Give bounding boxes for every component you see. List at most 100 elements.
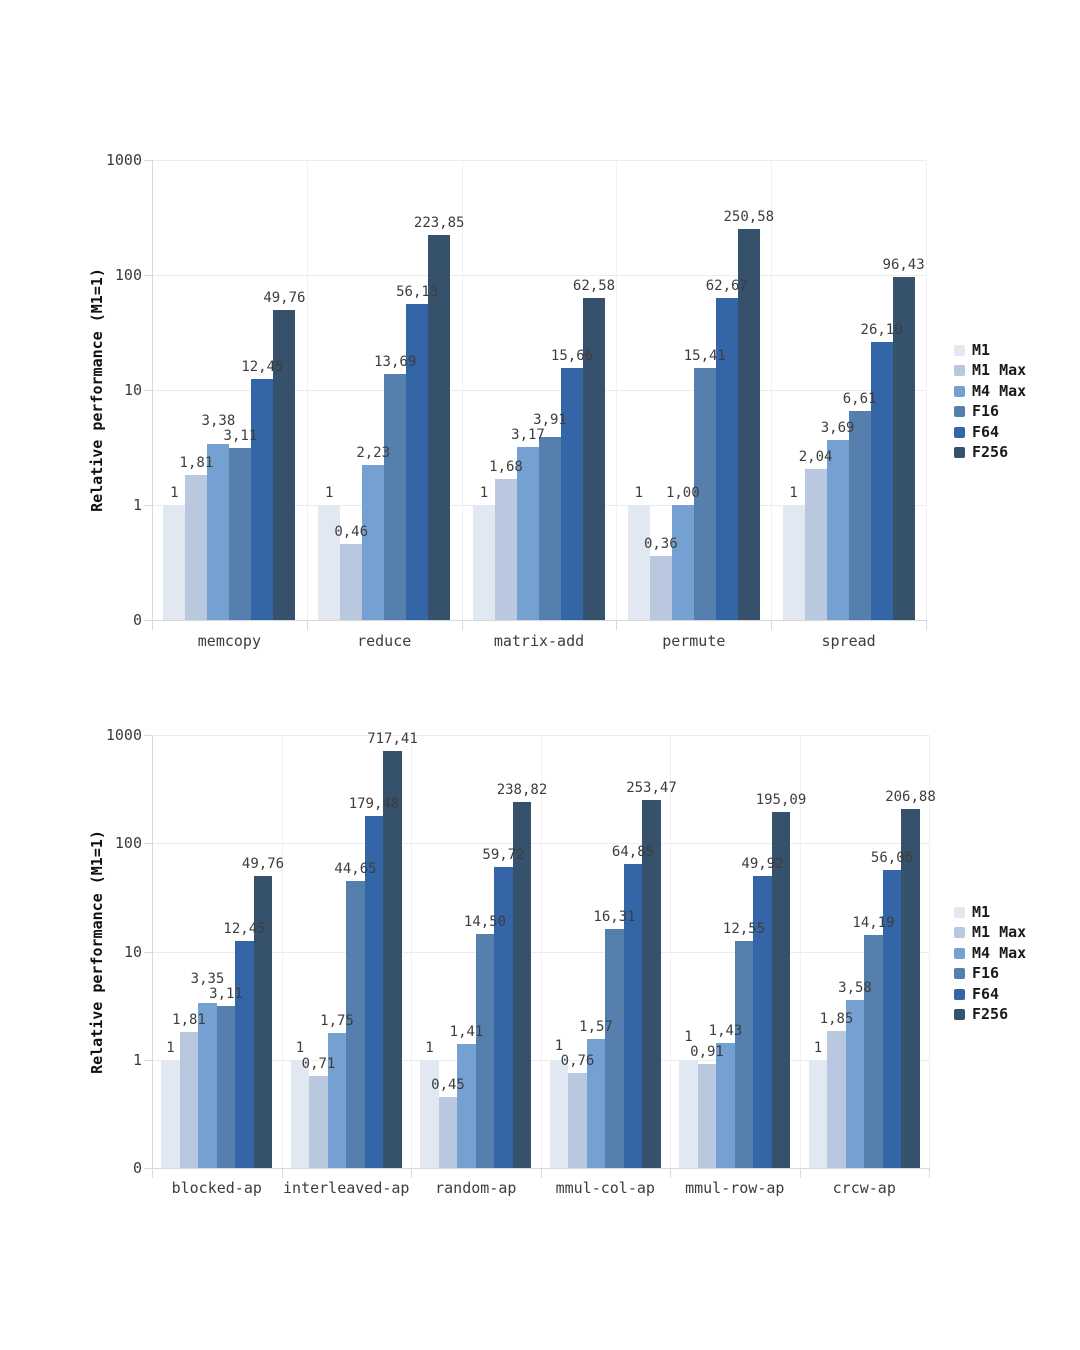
bar-f256-matrix-add — [583, 298, 605, 620]
legend-label: F256 — [972, 443, 1009, 461]
value-label: 1,57 — [579, 1018, 613, 1035]
category-label-mmul-row-ap: mmul-row-ap — [685, 1179, 785, 1197]
value-label: 0,45 — [431, 1077, 465, 1094]
legend-swatch-f256 — [954, 1009, 965, 1020]
value-label: 59,72 — [482, 847, 525, 864]
value-label: 3,35 — [190, 971, 225, 988]
bar-f256-random-ap — [512, 802, 532, 1168]
value-label: 1 — [425, 1039, 434, 1056]
value-label: 96,43 — [882, 256, 925, 273]
value-label: 49,92 — [741, 855, 784, 872]
category-label-memcopy: memcopy — [197, 632, 261, 650]
y-tick-mark — [144, 160, 152, 161]
x-tick-mark — [540, 1168, 542, 1178]
category-label-matrix-add: matrix-add — [493, 632, 585, 650]
value-label: 3,11 — [223, 428, 258, 445]
bar-m1-random-ap — [420, 1059, 439, 1168]
gridline-horizontal — [152, 390, 926, 391]
legend-label: M1 Max — [972, 361, 1027, 379]
x-tick-mark — [799, 1168, 801, 1178]
category-label-crcw-ap: crcw-ap — [832, 1179, 896, 1197]
bar-m1-blocked-ap — [161, 1059, 180, 1168]
bar-m1-max-spread — [804, 469, 827, 620]
value-label: 3,11 — [209, 986, 243, 1003]
bar-m1-max-blocked-ap — [179, 1031, 199, 1168]
value-label: 56,06 — [870, 850, 914, 867]
bar-m1-spread — [782, 505, 805, 620]
y-tick-label: 100 — [114, 834, 142, 853]
value-label: 13,69 — [374, 354, 417, 371]
bar-f256-blocked-ap — [253, 876, 273, 1168]
value-label: 15,66 — [550, 347, 594, 364]
y-tick-mark — [144, 843, 152, 845]
gridline-vertical — [926, 160, 927, 620]
value-label: 16,31 — [593, 908, 636, 925]
y-tick-mark — [144, 275, 152, 276]
bar-m4-max-memcopy — [207, 444, 230, 620]
y-tick-mark — [144, 390, 152, 391]
value-label: 1 — [813, 1039, 823, 1056]
gridline-vertical — [616, 160, 618, 620]
y-tick-label: 100 — [114, 266, 142, 284]
bar-m1-mmul-col-ap — [549, 1059, 569, 1168]
gridline-vertical — [929, 735, 930, 1168]
x-axis — [152, 620, 926, 621]
bar-f16-interleaved-ap — [346, 881, 365, 1168]
y-tick-label: 0 — [132, 611, 142, 629]
category-label-blocked-ap: blocked-ap — [171, 1179, 262, 1197]
legend-swatch-m4-max — [954, 385, 965, 397]
category-label-mmul-col-ap: mmul-col-ap — [555, 1179, 655, 1197]
category-label-random-ap: random-ap — [435, 1179, 517, 1197]
value-label: 0,71 — [301, 1055, 336, 1072]
value-label: 238,82 — [496, 782, 548, 799]
bar-m1-memcopy — [163, 505, 186, 620]
bar-f16-random-ap — [475, 934, 495, 1168]
bar-m4-max-spread — [826, 439, 849, 620]
value-label: 49,76 — [241, 856, 285, 873]
legend-swatch-m1 — [954, 906, 965, 918]
value-label: 12,55 — [722, 920, 766, 937]
value-label: 44,65 — [334, 861, 377, 878]
bar-m1-max-matrix-add — [495, 479, 517, 620]
x-tick-mark — [411, 1168, 412, 1178]
y-tick-mark — [144, 735, 152, 736]
bar-f16-crcw-ap — [864, 935, 883, 1168]
bar-f256-mmul-col-ap — [642, 799, 661, 1168]
y-tick-mark — [144, 1168, 152, 1169]
value-label: 3,69 — [820, 419, 855, 436]
bar-f16-reduce — [384, 374, 407, 620]
bar-m4-max-crcw-ap — [845, 999, 865, 1168]
value-label: 15,41 — [683, 348, 726, 365]
x-tick-mark — [926, 620, 927, 630]
x-tick-mark — [929, 1168, 930, 1178]
value-label: 1,00 — [665, 485, 700, 501]
value-label: 3,38 — [201, 413, 236, 430]
bar-f64-reduce — [406, 303, 429, 620]
bar-f256-interleaved-ap — [383, 750, 402, 1168]
bar-f16-memcopy — [229, 448, 252, 620]
y-axis — [152, 735, 153, 1168]
value-label: 0,46 — [334, 523, 369, 540]
legend-swatch-f64 — [954, 426, 965, 438]
value-label: 56,13 — [396, 283, 439, 300]
y-tick-label: 10 — [123, 381, 142, 399]
value-label: 49,76 — [263, 289, 306, 306]
value-label: 12,45 — [223, 921, 266, 938]
value-label: 14,50 — [463, 914, 507, 931]
gridline-vertical — [411, 735, 412, 1168]
bar-m1-max-permute — [649, 556, 672, 620]
legend-swatch-f64 — [954, 988, 965, 1000]
legend-label: M1 Max — [972, 923, 1027, 941]
bar-m1-matrix-add — [473, 505, 495, 620]
gridline-vertical — [771, 160, 773, 620]
gridline-vertical — [281, 735, 283, 1168]
category-label-spread: spread — [821, 632, 876, 650]
legend-label: M1 — [972, 902, 991, 921]
value-label: 1 — [295, 1039, 305, 1056]
bar-m4-max-mmul-row-ap — [716, 1042, 735, 1168]
legend-label: M4 Max — [972, 381, 1027, 400]
value-label: 1,43 — [708, 1022, 743, 1039]
bar-f256-spread — [892, 276, 915, 620]
value-label: 1,68 — [489, 459, 523, 476]
